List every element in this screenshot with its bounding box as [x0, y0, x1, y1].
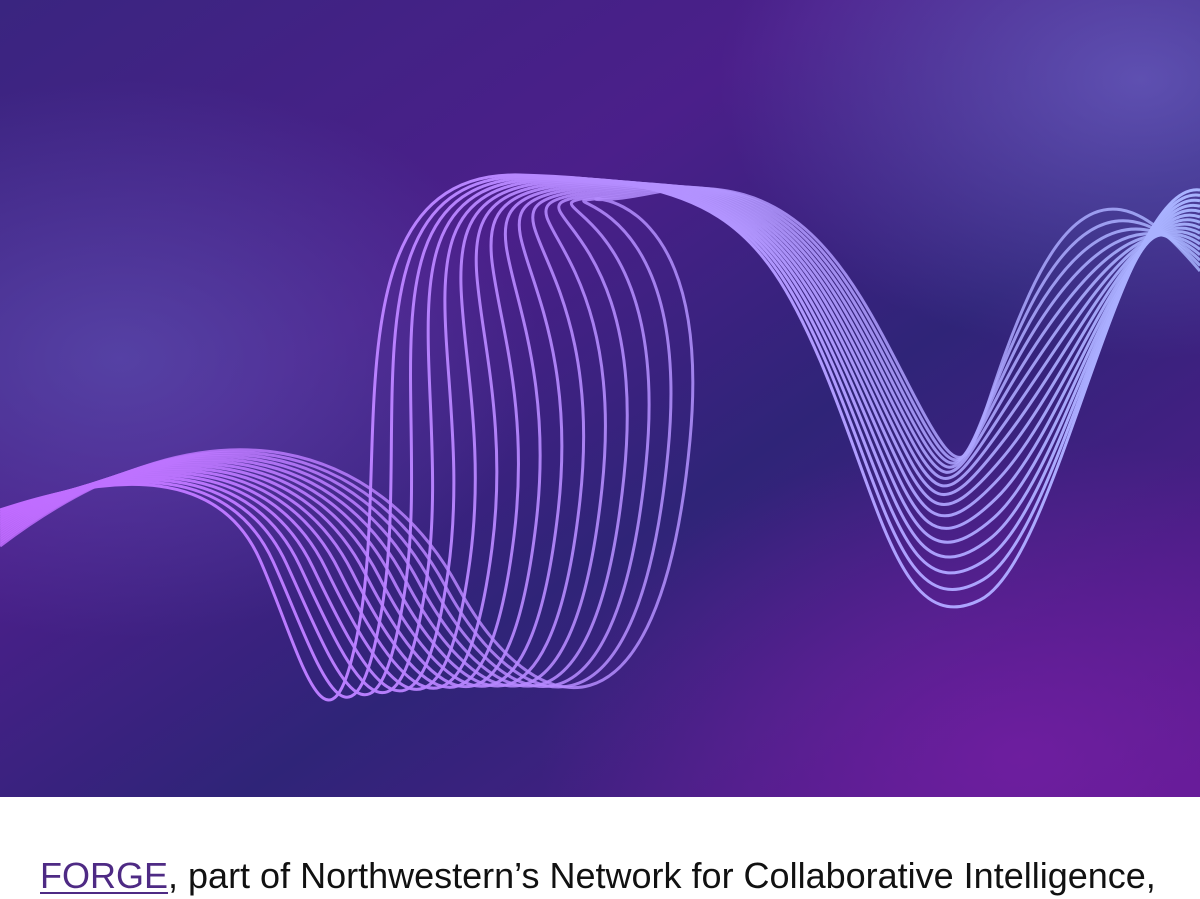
wave-illustration — [0, 0, 1200, 797]
wave-line — [0, 179, 1200, 691]
wave-line — [0, 186, 1200, 690]
caption-text: , part of Northwestern’s Network for Col… — [168, 855, 1156, 896]
wave-line — [0, 183, 1200, 688]
article-caption: FORGE, part of Northwestern’s Network fo… — [40, 852, 1190, 899]
wave-line — [0, 177, 1200, 695]
wave-line — [0, 184, 1200, 688]
wave-line — [0, 178, 1200, 693]
hero-image — [0, 0, 1200, 797]
wave-line — [0, 183, 1200, 688]
wave-line — [0, 180, 1200, 689]
wave-line — [0, 182, 1200, 688]
wave-line — [0, 185, 1200, 688]
wave-line — [0, 181, 1200, 689]
wave-line — [0, 179, 1200, 690]
forge-link[interactable]: FORGE — [40, 855, 169, 896]
wave-lines — [0, 173, 1200, 702]
